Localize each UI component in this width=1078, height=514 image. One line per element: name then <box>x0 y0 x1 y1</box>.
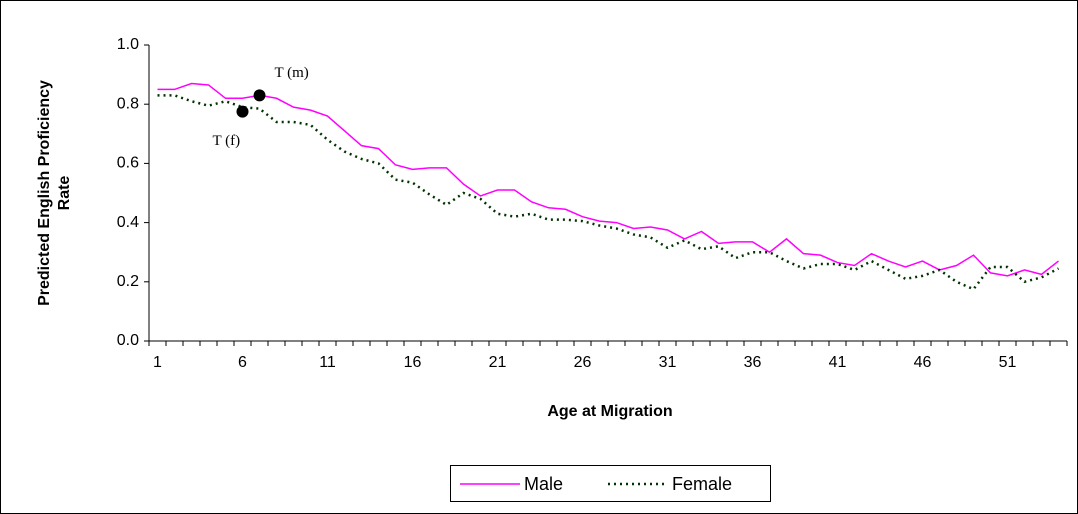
x-tick-label: 11 <box>319 354 336 371</box>
y-axis-label: Rate <box>56 176 73 211</box>
x-tick-label: 41 <box>829 354 847 371</box>
x-tick-label: 26 <box>574 354 592 371</box>
y-tick-label: 0.0 <box>117 332 139 349</box>
x-tick-label: 46 <box>914 354 932 371</box>
y-tick-label: 0.2 <box>117 273 139 290</box>
x-tick-label: 31 <box>659 354 677 371</box>
x-tick-label: 16 <box>404 354 422 371</box>
annotation-point <box>236 105 249 118</box>
annotation-label: T (f) <box>213 133 241 149</box>
y-tick-label: 0.4 <box>117 214 139 231</box>
legend-label: Female <box>672 474 732 494</box>
annotation-point <box>253 89 266 102</box>
x-tick-label: 21 <box>489 354 507 371</box>
y-tick-label: 0.6 <box>117 155 139 172</box>
x-tick-label: 36 <box>744 354 762 371</box>
annotation-label: T (m) <box>275 65 309 81</box>
x-tick-label: 1 <box>153 354 162 371</box>
series-line <box>157 82 1059 277</box>
x-tick-label: 6 <box>238 354 247 371</box>
y-tick-label: 0.8 <box>117 95 139 112</box>
legend-label: Male <box>524 474 563 494</box>
x-tick-label: 51 <box>999 354 1017 371</box>
y-axis-label: Predicted English Proficiency <box>36 80 53 306</box>
x-axis-label: Age at Migration <box>547 403 672 420</box>
y-tick-label: 1.0 <box>117 36 139 53</box>
